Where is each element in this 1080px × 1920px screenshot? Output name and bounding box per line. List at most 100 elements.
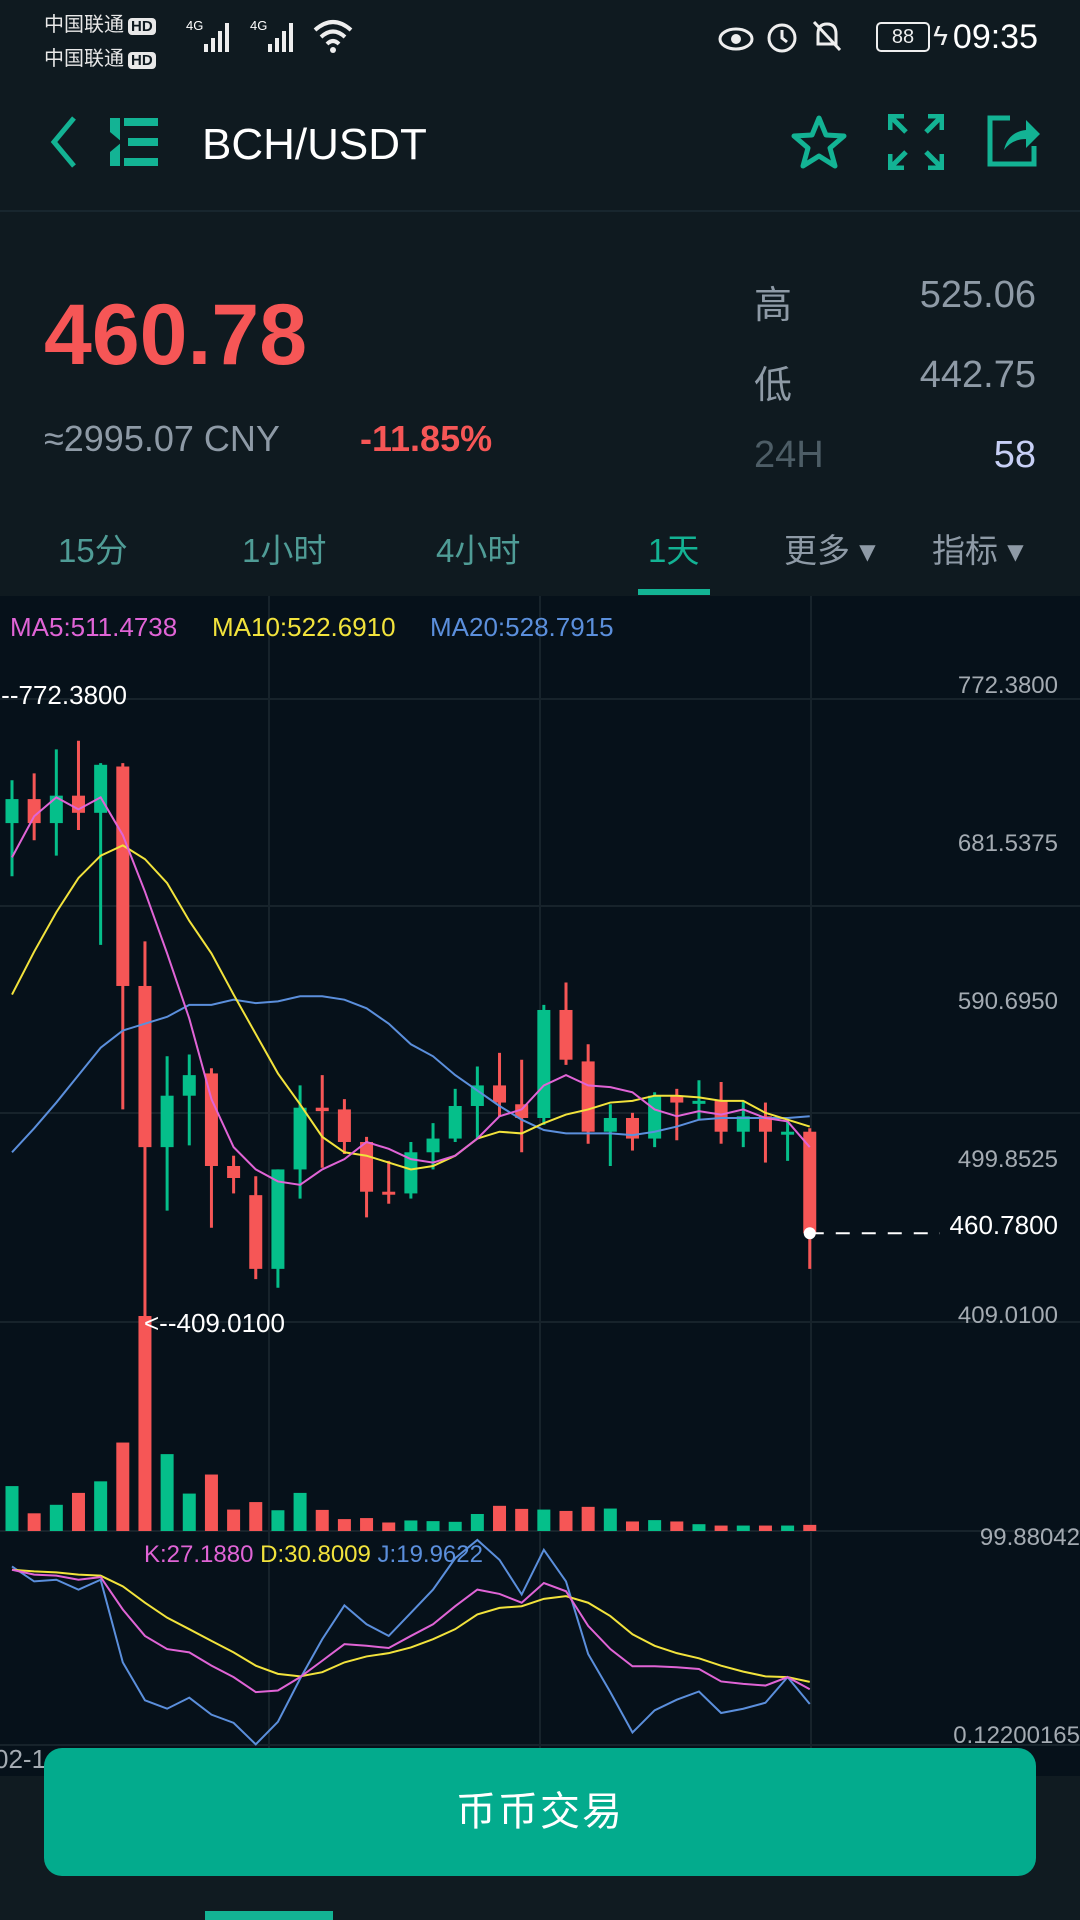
candle-body bbox=[49, 795, 63, 824]
candle-body bbox=[426, 1138, 440, 1153]
x-axis-date-label: 02-1 bbox=[0, 1744, 47, 1774]
carrier-label: 中国联通 bbox=[44, 48, 124, 70]
carrier-2: 中国联通 HD bbox=[44, 42, 156, 71]
volume-24h-label: 24H bbox=[754, 434, 824, 476]
candle-body bbox=[736, 1116, 750, 1132]
volume-bar bbox=[204, 1474, 218, 1531]
wifi-icon bbox=[313, 20, 353, 53]
volume-bar bbox=[670, 1521, 684, 1531]
candle-body bbox=[27, 799, 41, 824]
favorite-star-icon[interactable] bbox=[790, 114, 848, 172]
candle-body bbox=[5, 799, 19, 824]
candle-body bbox=[448, 1105, 462, 1139]
candle-body bbox=[293, 1107, 307, 1170]
hd-badge: HD bbox=[128, 52, 156, 69]
y-axis-label: 772.3800 bbox=[957, 672, 1058, 699]
volume-bar bbox=[781, 1525, 795, 1531]
tab-15min[interactable]: 15分 bbox=[58, 532, 128, 569]
current-price-label: 460.7800 bbox=[949, 1210, 1058, 1241]
tab-indicators-dropdown[interactable]: 指标 ▾ bbox=[932, 532, 1024, 569]
volume-bar bbox=[692, 1524, 706, 1531]
clock: 09:35 bbox=[952, 18, 1038, 56]
candle-body bbox=[758, 1116, 772, 1132]
page-title: BCH/USDT bbox=[202, 120, 427, 169]
share-icon[interactable] bbox=[984, 112, 1040, 170]
candle-body bbox=[670, 1095, 684, 1103]
bell-muted-icon bbox=[812, 20, 842, 52]
carrier-label: 中国联通 bbox=[44, 14, 124, 36]
candle-body bbox=[337, 1109, 351, 1142]
volume-bar bbox=[603, 1508, 617, 1531]
volume-bar bbox=[736, 1525, 750, 1531]
kdj-legend: K:27.1880 D:30.8009 J:19.9622 bbox=[144, 1541, 483, 1569]
high-label: 高 bbox=[754, 285, 793, 327]
tab-more-dropdown[interactable]: 更多 ▾ bbox=[784, 532, 876, 569]
volume-bar bbox=[404, 1520, 418, 1531]
back-button[interactable] bbox=[48, 114, 78, 170]
volume-bar bbox=[758, 1525, 772, 1531]
eye-icon bbox=[718, 27, 754, 51]
volume-bar bbox=[94, 1481, 108, 1531]
volume-bar bbox=[803, 1524, 817, 1531]
kdj-j-line bbox=[11, 1538, 811, 1746]
battery-indicator: 88 bbox=[876, 22, 930, 52]
volume-bar bbox=[293, 1492, 307, 1531]
volume-bar bbox=[625, 1521, 639, 1531]
volume-axis-label: 99.88042 bbox=[979, 1524, 1080, 1551]
ma10-legend: MA10:522.6910 bbox=[212, 612, 396, 642]
candle-body bbox=[559, 1009, 573, 1060]
network-type: 4G bbox=[250, 18, 268, 33]
candle-body bbox=[692, 1100, 706, 1104]
candle-body bbox=[360, 1141, 374, 1192]
current-price-dot bbox=[803, 1227, 816, 1240]
volume-bar bbox=[382, 1522, 396, 1531]
volume-bar bbox=[581, 1506, 595, 1531]
volume-bar bbox=[315, 1509, 329, 1531]
volume-bar bbox=[448, 1521, 462, 1531]
candle-body bbox=[204, 1073, 218, 1166]
volume-bar bbox=[271, 1510, 285, 1531]
volume-bar bbox=[337, 1519, 351, 1531]
last-price: 460.78 bbox=[44, 287, 308, 383]
ma10-line bbox=[11, 844, 811, 1171]
tab-4hour[interactable]: 4小时 bbox=[436, 532, 521, 569]
kline-chart[interactable] bbox=[0, 596, 1080, 1776]
price-change-percent: -11.85% bbox=[360, 418, 493, 459]
candle-body bbox=[182, 1075, 196, 1096]
charging-icon: ϟ bbox=[933, 20, 948, 51]
max-price-marker: <--772.3800 bbox=[0, 680, 127, 710]
candle-body bbox=[94, 764, 108, 813]
d-value: D:30.8009 bbox=[260, 1541, 371, 1568]
candle-body bbox=[249, 1195, 263, 1269]
y-axis-label: 681.5375 bbox=[957, 830, 1058, 857]
carrier-1: 中国联通 HD bbox=[44, 8, 156, 37]
candle-body bbox=[714, 1100, 728, 1132]
kline-chart-canvas bbox=[0, 596, 1080, 1776]
candle-body bbox=[470, 1085, 484, 1106]
volume-bar bbox=[71, 1492, 85, 1531]
menu-icon[interactable] bbox=[110, 118, 158, 166]
fullscreen-icon[interactable] bbox=[888, 114, 944, 170]
kdj-d-line bbox=[11, 1568, 810, 1683]
volume-bar bbox=[249, 1502, 263, 1531]
volume-bar bbox=[470, 1513, 484, 1531]
candle-body bbox=[803, 1131, 817, 1234]
high-value: 525.06 bbox=[919, 274, 1036, 316]
volume-24h-value: 58 bbox=[993, 434, 1036, 476]
tab-1day[interactable]: 1天 bbox=[648, 532, 700, 569]
signal-icon bbox=[268, 23, 293, 52]
candle-body bbox=[116, 766, 130, 986]
spot-trade-button[interactable]: 币币交易 bbox=[44, 1748, 1036, 1876]
y-axis-label: 499.8525 bbox=[957, 1146, 1058, 1173]
candle-body bbox=[781, 1131, 795, 1135]
y-axis-label: 409.0100 bbox=[957, 1302, 1058, 1329]
candle-body bbox=[603, 1117, 617, 1132]
volume-bar bbox=[49, 1504, 63, 1531]
ma5-legend: MA5:511.4738 bbox=[10, 612, 178, 642]
candle-body bbox=[227, 1165, 241, 1178]
volume-bar bbox=[182, 1493, 196, 1531]
y-axis-label: 590.6950 bbox=[957, 988, 1058, 1015]
alarm-icon bbox=[767, 23, 797, 53]
tab-1hour[interactable]: 1小时 bbox=[242, 532, 327, 569]
volume-bar bbox=[714, 1525, 728, 1531]
